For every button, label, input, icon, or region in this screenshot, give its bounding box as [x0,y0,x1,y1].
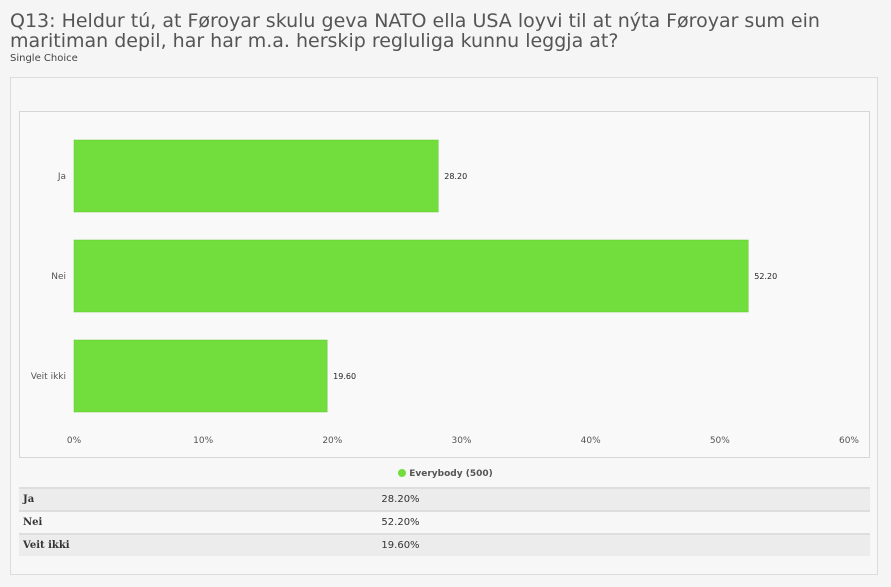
category-label: Ja [57,172,66,182]
table-row: Ja 28.20% [19,487,870,511]
data-label: 28.20 [444,172,467,181]
table-row-label: Nei [19,510,147,534]
legend-marker-icon [398,469,407,477]
bar-chart: Ja 28.20 Nei 52.20 Veit ikki 19.60 0% 10% 20% 30%… [31,139,859,446]
x-tick-label: 60% [839,436,859,446]
table-row-label: Veit ikki [19,533,147,556]
results-table: Ja 28.20% Nei 52.20% Veit ikki 19.60% [19,487,870,556]
table-row-value: 19.60% [147,533,870,556]
x-tick-label: 30% [451,436,471,446]
bar-ja[interactable] [73,139,439,213]
bar-nei[interactable] [73,239,749,313]
x-tick-label: 20% [322,436,342,446]
table-row: Nei 52.20% [19,510,870,534]
x-tick-label: 0% [67,436,82,446]
question-type-label: Single Choice [10,53,78,64]
bar-veit-ikki[interactable] [73,339,328,413]
legend-label: Everybody (500) [409,469,493,479]
category-label: Nei [51,272,66,282]
data-label: 19.60 [333,372,356,381]
x-tick-label: 40% [581,436,601,446]
x-tick-label: 50% [710,436,730,446]
table-row-label: Ja [19,487,147,511]
data-label: 52.20 [754,272,777,281]
category-label: Veit ikki [31,372,66,382]
question-title: Q13: Heldur tú, at Føroyar skulu geva NA… [10,10,820,52]
x-tick-label: 10% [193,436,213,446]
legend[interactable]: Everybody (500) [0,469,891,479]
table-row: Veit ikki 19.60% [19,533,870,556]
table-row-value: 28.20% [147,487,870,511]
table-row-value: 52.20% [147,510,870,534]
